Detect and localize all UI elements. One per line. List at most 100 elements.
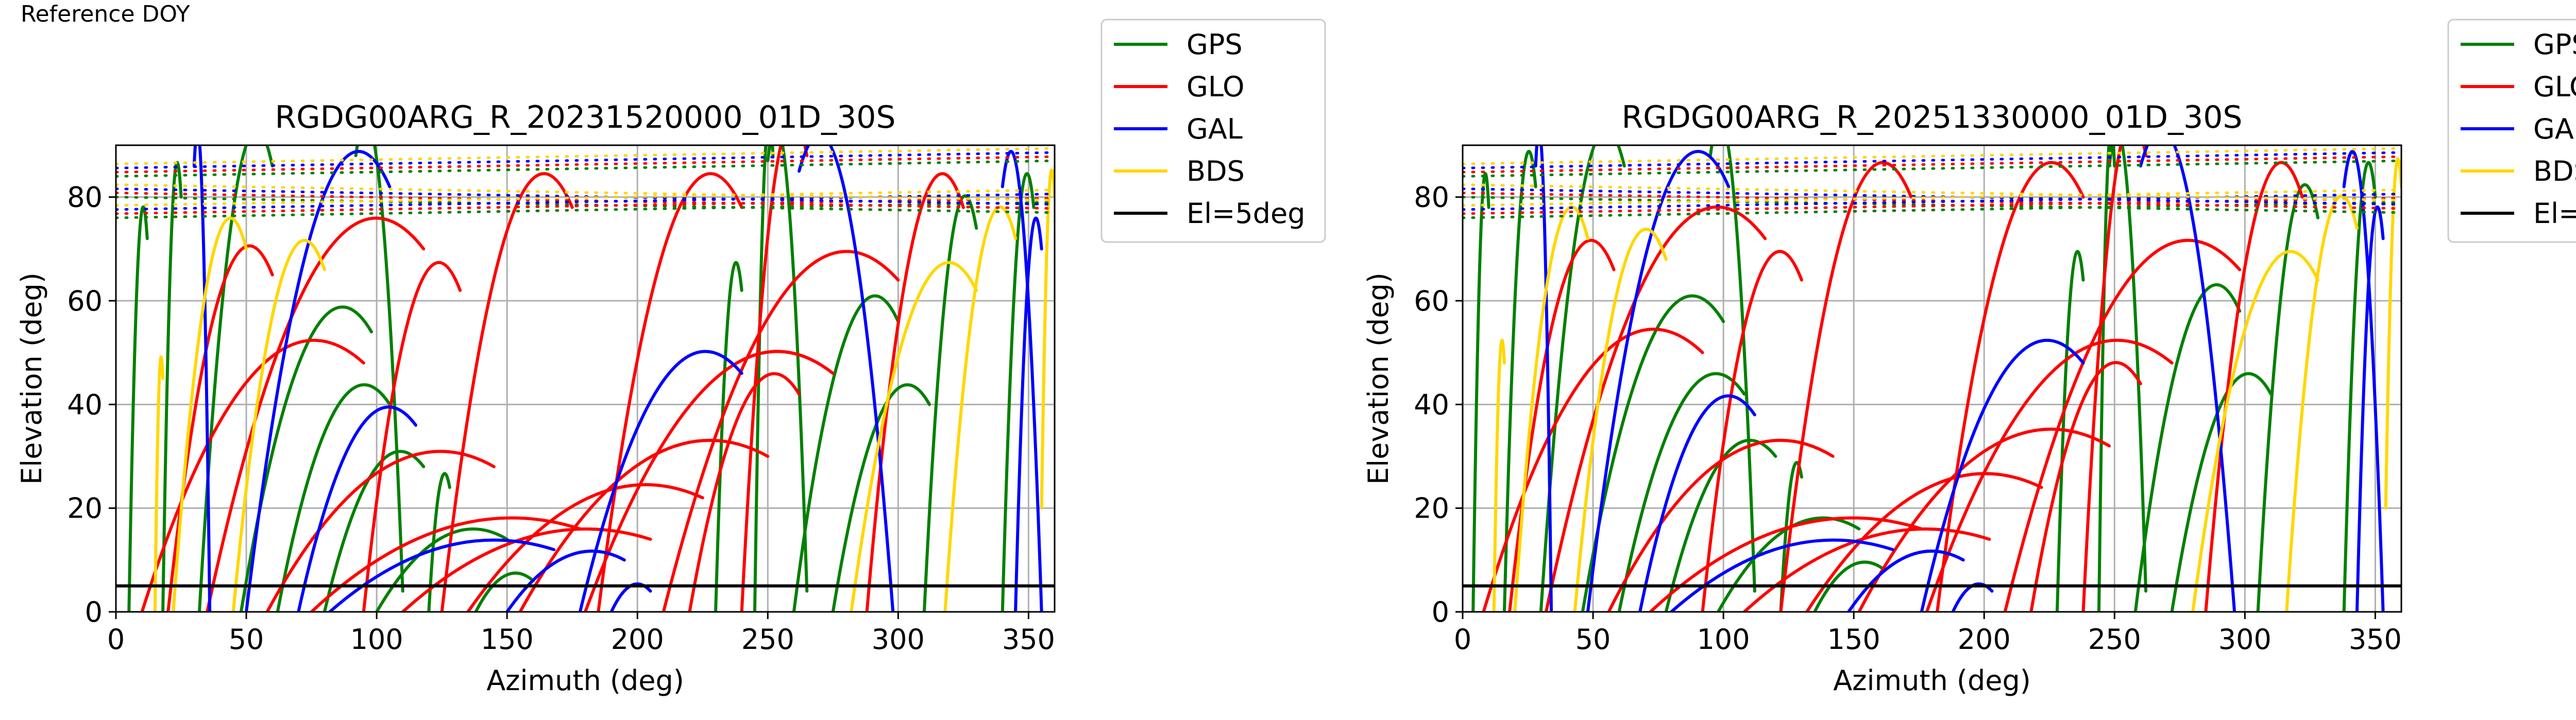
track-bds [1040,168,1055,510]
legend-box [1100,19,1326,243]
track-glo [584,350,835,612]
chart-title: RGDG00ARG_R_20251330000_01D_30S [1621,99,2242,135]
track-gps [2133,283,2242,612]
track-gps [753,145,775,612]
track-gps [354,145,404,593]
data-area [1463,145,2401,612]
x-tick-label: 100 [350,623,403,656]
legend-label: GPS [2533,28,2576,61]
series-bds [1492,157,2401,612]
track-gps [1617,372,1746,612]
track-gps [2097,145,2116,612]
y-tick-label: 20 [1414,492,1449,525]
track-gps [2170,372,2273,612]
x-tick-label: 300 [872,623,925,656]
track-dotted-bds [116,183,1055,202]
track-gps [127,205,149,612]
track-gps [2108,145,2148,593]
data-area [116,145,1055,612]
y-axis-label: Elevation (deg) [15,272,48,485]
series-glo [140,145,965,612]
track-dotted-glo [116,197,1055,215]
x-tick-label: 350 [2349,623,2402,656]
track-glo [1936,161,2085,612]
track-dotted-bds [116,147,1055,165]
track-gps [161,161,183,612]
track-dotted-bds [1463,183,2401,202]
x-tick-label: 50 [1575,623,1611,656]
axes-frame [115,144,1056,613]
legend-label: El=5deg [1187,197,1306,230]
legend-label: GAL [1187,113,1243,145]
track-gal [192,145,212,612]
y-tick-label: 60 [67,285,103,317]
track-gal [2355,205,2385,612]
track-glo [1742,527,1991,612]
track-gal [1014,216,1043,612]
track-glo [740,145,809,612]
track-bds [172,216,248,612]
track-glo [140,338,365,612]
track-bds [2191,250,2320,612]
x-tick-label: 50 [229,623,264,656]
track-dotted-glo [1463,155,2401,174]
legend-label: BDS [1187,155,1245,187]
track-gps [1581,294,1725,612]
track-dotted-gal [116,151,1055,169]
track-gal [609,582,652,612]
x-tick-label: 150 [1827,623,1880,656]
skyplot-chart-left: RGDG00ARG_R_20231520000_01D_30S 0 50 100 150… [15,19,1326,697]
y-tick-label: 80 [67,181,103,214]
track-glo [2204,161,2304,612]
track-gps [276,383,392,612]
legend-label: GLO [2533,71,2576,103]
x-axis-label: Azimuth (deg) [1833,664,2031,697]
track-glo [310,516,582,612]
track-gal [1586,150,1731,612]
x-tick-label: 250 [741,623,794,656]
axes-frame [1462,144,2402,613]
y-tick-label: 80 [1414,181,1449,214]
track-gal [578,350,743,612]
track-glo [1701,250,1803,612]
track-glo [1508,238,1616,612]
track-glo [440,172,574,612]
track-glo [662,250,900,612]
x-axis-label: Azimuth (deg) [486,664,684,697]
track-glo [206,216,426,612]
track-gps [197,145,274,612]
x-tick-label: 0 [107,623,125,656]
track-gal [1847,550,1965,612]
track-gps [1708,145,1756,593]
track-dotted-glo [1463,197,2401,215]
track-gps [1813,560,1887,612]
track-glo [518,438,770,612]
x-tick-label: 200 [1958,623,2011,656]
track-dotted-glo [116,155,1055,174]
track-dotted-gps [116,159,1055,178]
track-gps [792,294,900,612]
track-glo [466,483,704,612]
track-glo [1805,472,2043,612]
track-bds [1573,228,1668,612]
x-tick-label: 0 [1454,623,1471,656]
track-gps [714,261,743,612]
legend-box [2447,19,2576,243]
y-tick-label: 60 [1414,285,1449,317]
track-glo [1544,205,1767,612]
track-bds [231,238,326,612]
series-gps [1471,145,2377,612]
track-dotted-gal [1463,193,2401,211]
x-tick-label: 250 [2088,623,2141,656]
track-glo [2003,238,2242,612]
track-glo [1482,328,1704,612]
legend-label: GAL [2533,113,2576,145]
track-bds [2285,194,2359,612]
legend: GPS GLO GAL BDS El=5deg [2447,19,2576,243]
y-tick-label: 20 [67,492,103,525]
track-glo [1925,338,2174,612]
track-dotted-gal [1463,151,2401,169]
track-gal [1920,339,2085,612]
track-bds [153,355,165,612]
track-gal [245,150,392,612]
